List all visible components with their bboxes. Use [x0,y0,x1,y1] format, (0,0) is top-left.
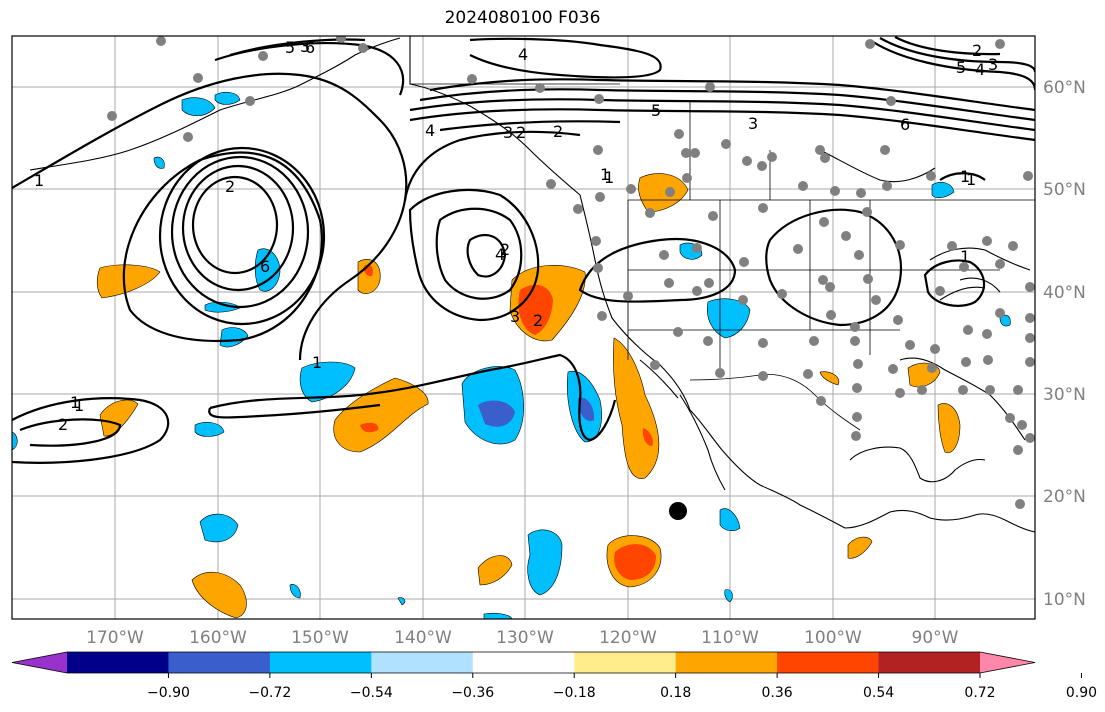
colorbar-extend-low [12,652,67,673]
contour-label: 4 [495,245,505,264]
contour-label: 4 [518,45,528,64]
contour-label: 5 [285,38,295,57]
lat-label: 60°N [1043,78,1086,98]
colorbar-tick-label: −0.36 [451,685,494,701]
contour-label: 6 [260,257,270,276]
contour-label: 3 [988,55,998,74]
colorbar-outline [11,651,1036,674]
contour-label: 1 [604,168,614,187]
latitude-labels: 60°N 50°N 40°N 30°N 20°N 10°N [1043,78,1086,610]
lon-label: 90°W [912,628,959,648]
colorbar-tick-label: 0.36 [762,685,793,701]
lon-label: 120°W [599,628,657,648]
contour-label: 1 [70,393,80,412]
colorbar-segment [67,652,169,673]
lon-label: 170°W [86,628,144,648]
lat-label: 10°N [1043,590,1086,610]
colorbar-tick-label: 0.18 [660,685,691,701]
contour-label: 3 [748,114,758,133]
coastlines [29,36,1035,533]
contour-label: 2 [58,415,68,434]
contour-label: 3 [503,123,513,142]
contour-label: 5 [651,101,661,120]
lon-label: 140°W [394,628,452,648]
longitude-labels: 170°W 160°W 150°W 140°W 130°W 120°W 110°… [86,628,959,648]
colorbar-tick-label: −0.90 [147,685,190,701]
political-borders [410,83,1035,431]
contour-label: 2 [516,123,526,142]
contour-lines [12,36,1035,464]
storm-center-marker [669,502,687,520]
contour-label: 4 [975,60,985,79]
contour-label: 3 [300,37,310,56]
contour-label: 4 [425,121,435,140]
colorbar-segment [675,652,778,673]
lat-label: 30°N [1043,385,1086,405]
colorbar-tick-label: 0.54 [863,685,894,701]
colorbar: −0.90 −0.72 −0.54 −0.36 −0.18 0.18 0.36 0.54 0.7… [11,651,1097,701]
lon-label: 130°W [496,628,554,648]
contour-label: 1 [74,396,84,415]
lat-label: 40°N [1043,283,1086,303]
lon-label: 110°W [701,628,759,648]
lat-label: 20°N [1043,487,1086,507]
contour-label: 6 [900,115,910,134]
contour-label: 2 [500,240,510,259]
contour-label: 3 [510,307,520,326]
contour-label: 1 [312,353,322,372]
contour-labels: 6 5 4 3 2 1 4 3 2 1 5 4 3 2 1 2 1 5 3 2 … [34,37,998,434]
contour-label: 2 [553,122,563,141]
contour-label: 1 [960,167,970,186]
contour-label: 1 [600,165,610,184]
contour-label: 2 [533,311,543,330]
contour-label: 5 [956,58,966,77]
colorbar-tick-label: 0.90 [1066,685,1097,701]
colorbar-tick-label: −0.18 [553,685,596,701]
station-dots [107,36,1035,509]
colorbar-segment [269,652,372,673]
contour-label: 2 [225,177,235,196]
colorbar-tick-label: −0.54 [350,685,393,701]
colorbar-segment [168,652,271,673]
contour-label: 1 [34,171,44,190]
colorbar-segment [574,652,677,673]
lon-label: 160°W [189,628,247,648]
map-frame [11,35,1036,620]
colorbar-tick-label: 0.72 [964,685,995,701]
colorbar-segment [878,652,981,673]
contour-label: 1 [966,170,976,189]
colorbar-segment [777,652,880,673]
colorbar-segment [472,652,575,673]
colorbar-segment [371,652,474,673]
lon-label: 100°W [804,628,862,648]
contour-label: 2 [972,41,982,60]
lat-label: 50°N [1043,180,1086,200]
colorbar-extend-high [980,652,1035,673]
colorbar-tick-label: −0.72 [248,685,291,701]
contour-label: 1 [960,247,970,266]
contour-label: 6 [305,38,315,57]
lon-label: 150°W [291,628,349,648]
map-title: 2024080100 F036 [444,8,601,28]
